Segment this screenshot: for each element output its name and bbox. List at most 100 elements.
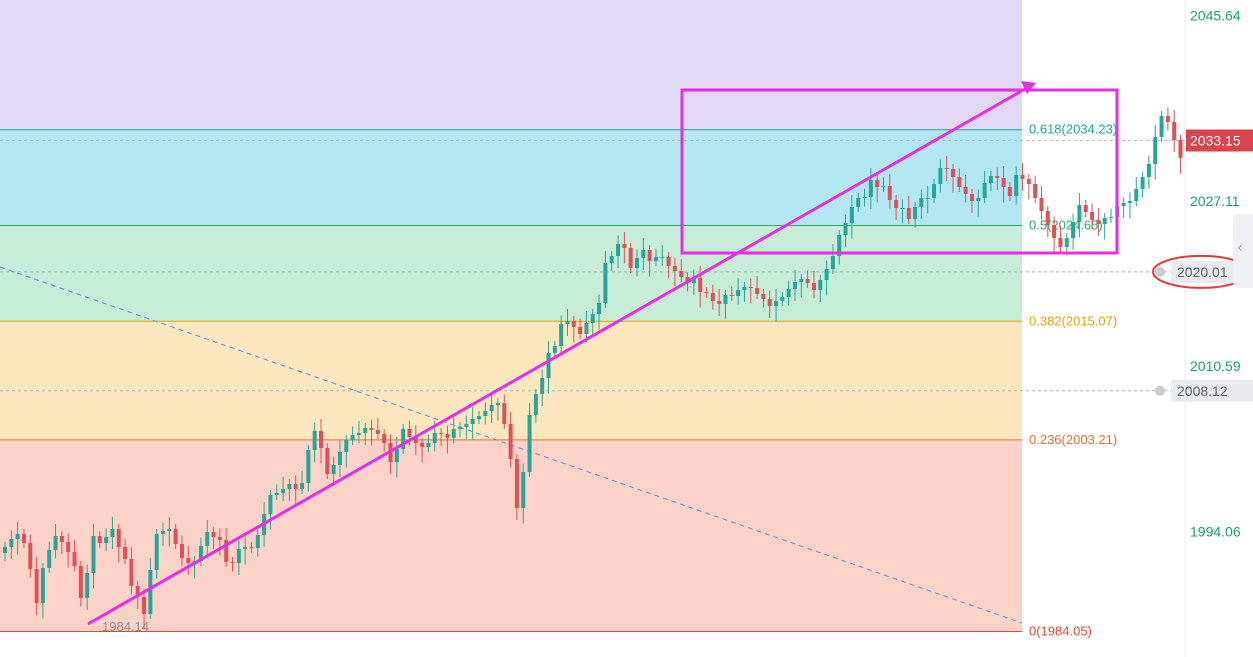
candle-body — [148, 570, 153, 614]
price-axis-tags: 2033.15 2020.01 2008.12 — [1152, 129, 1253, 402]
candle-body — [464, 424, 469, 427]
candle-body — [660, 257, 665, 258]
candle-body — [281, 489, 286, 493]
candle-body — [729, 295, 734, 296]
candle-body — [47, 550, 52, 568]
candle-body — [445, 434, 450, 438]
candle-body — [508, 424, 513, 459]
alert-price-label: 2008.12 — [1177, 383, 1228, 399]
candle-body — [938, 168, 943, 184]
candle-body — [976, 198, 981, 201]
alert-price-tag[interactable] — [1171, 260, 1253, 283]
fib-label-0.382: 0.382(2015.07) — [1029, 313, 1117, 328]
candle-body — [679, 271, 684, 277]
last-price-label: 2033.15 — [1190, 133, 1241, 149]
candle-body — [161, 531, 165, 534]
candle-body — [1178, 140, 1183, 158]
candle-body — [559, 324, 564, 346]
candle-body — [723, 295, 728, 304]
candle-body — [1109, 217, 1113, 218]
candle-body — [426, 443, 431, 447]
candle-body — [432, 433, 437, 443]
candle-body — [407, 429, 412, 437]
candle-body — [123, 547, 128, 559]
candle-body — [331, 465, 336, 474]
candle-body — [198, 546, 203, 561]
candle-body — [900, 208, 905, 209]
candle-body — [59, 536, 64, 542]
candle-body — [224, 540, 229, 562]
candle-body — [413, 437, 418, 443]
candle-body — [1090, 212, 1095, 220]
fibonacci-zones — [0, 0, 1022, 632]
candle-body — [167, 529, 172, 531]
y-axis-tick-label: 2045.64 — [1190, 8, 1241, 24]
candle-body — [622, 244, 627, 248]
candle-body — [1007, 187, 1012, 196]
candle-body — [552, 346, 557, 353]
candle-body — [628, 248, 633, 268]
candle-body — [540, 378, 545, 394]
candle-body — [824, 269, 829, 280]
candle-body — [698, 278, 703, 292]
candle-body — [356, 433, 361, 435]
collapse-panel-handle[interactable]: ‹ — [1233, 214, 1253, 288]
swing-low-label: 1984.14 — [102, 619, 149, 634]
candle-body — [521, 472, 526, 508]
bell-icon[interactable] — [1155, 385, 1165, 396]
candle-body — [742, 287, 747, 290]
candle-body — [1020, 175, 1025, 179]
uptrend-line — [87, 87, 1026, 626]
candle-body — [527, 415, 532, 472]
candle-body — [597, 303, 602, 314]
candle-body — [704, 292, 709, 293]
candle-body — [154, 534, 159, 570]
candle-body — [932, 184, 937, 198]
candle-body — [1140, 177, 1145, 189]
candle-body — [274, 493, 279, 495]
candle-body — [868, 180, 873, 197]
candle-body — [287, 484, 292, 489]
candle-body — [249, 547, 254, 548]
candle-body — [1153, 137, 1158, 164]
bell-icon[interactable] — [1155, 266, 1165, 277]
candle-body — [944, 168, 949, 169]
candle-body — [3, 547, 7, 553]
candle-body — [995, 176, 1000, 178]
candle-body — [21, 534, 26, 543]
candle-body — [91, 536, 96, 573]
candle-body — [451, 429, 456, 438]
candle-body — [969, 194, 974, 201]
candle-body — [830, 256, 835, 269]
candle-body — [312, 431, 317, 450]
candle-body — [337, 452, 342, 465]
candle-body — [401, 429, 406, 449]
fib-zone-0.5 — [0, 225, 1022, 322]
candle-body — [53, 536, 58, 550]
candle-body — [647, 250, 652, 261]
candle-body — [799, 279, 804, 282]
candle-body — [104, 537, 109, 543]
fib-label-0.236: 0.236(2003.21) — [1029, 432, 1117, 447]
candle-body — [1014, 175, 1019, 196]
candle-body — [502, 403, 507, 424]
candle-body — [786, 289, 791, 297]
candle-body — [1127, 201, 1132, 203]
candle-body — [439, 433, 444, 434]
candle-body — [1096, 220, 1101, 224]
candle-body — [755, 288, 760, 294]
candle-body — [761, 294, 766, 299]
candle-body — [28, 543, 33, 569]
candle-body — [205, 532, 210, 546]
candle-body — [1039, 198, 1044, 211]
candle-body — [306, 450, 311, 483]
candle-body — [881, 186, 886, 187]
y-axis-tick-label: 1994.06 — [1190, 523, 1241, 539]
candle-body — [780, 297, 785, 301]
candle-body — [767, 299, 772, 306]
candle-body — [66, 542, 71, 552]
candle-body — [717, 301, 722, 304]
alert-price-tag[interactable] — [1171, 379, 1253, 402]
candle-body — [78, 566, 83, 598]
